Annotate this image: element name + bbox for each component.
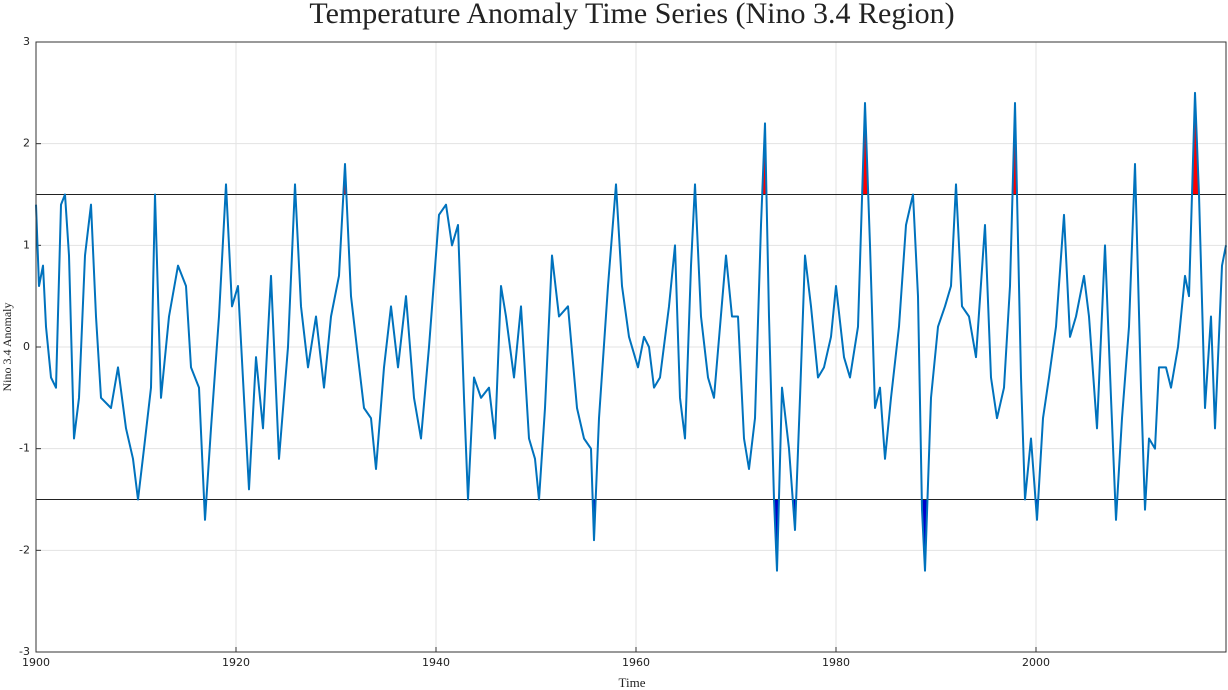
x-tick-label: 1980 <box>822 656 850 669</box>
y-tick-label: -1 <box>19 442 30 455</box>
y-axis-label: Nino 3.4 Anomaly <box>0 303 14 392</box>
y-tick-label: 1 <box>23 238 30 251</box>
x-tick-label: 1960 <box>622 656 650 669</box>
y-tick-label: 3 <box>23 35 30 48</box>
line <box>35 91 1227 572</box>
y-tick-label: -2 <box>19 543 30 556</box>
y-tick-label: 2 <box>23 137 30 150</box>
x-axis-label: Time <box>619 675 646 690</box>
y-tick-label: 0 <box>23 340 30 353</box>
chart-title: Temperature Anomaly Time Series (Nino 3.… <box>309 0 954 30</box>
x-tick-label: 1940 <box>422 656 450 669</box>
x-tick-label: 1900 <box>22 656 50 669</box>
x-tick-label: 1920 <box>222 656 250 669</box>
x-tick-label: 2000 <box>1022 656 1050 669</box>
plot-border <box>35 41 1227 653</box>
y-tick-label: -3 <box>19 645 30 658</box>
